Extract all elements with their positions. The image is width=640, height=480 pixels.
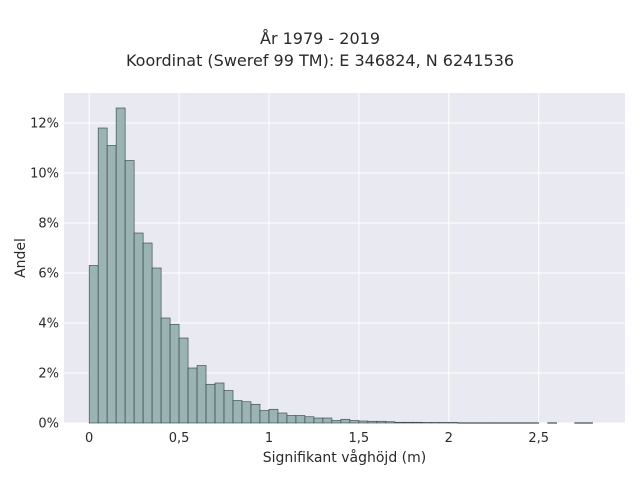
histogram-bar <box>511 422 522 424</box>
y-tick-label: 6% <box>38 267 59 282</box>
x-tick-label: 1,5 <box>349 431 370 446</box>
histogram-bar <box>196 365 207 424</box>
y-axis-label: Andel <box>13 238 29 278</box>
histogram-bar <box>457 422 468 424</box>
histogram-bar <box>115 107 126 424</box>
histogram-bar <box>430 422 441 424</box>
y-tick-labels: 0% 2% 4% 6% 8% 10% 12% <box>30 117 59 432</box>
histogram-bar <box>133 232 144 424</box>
histogram-bar <box>259 410 270 424</box>
histogram-bar <box>340 418 351 424</box>
histogram-bar <box>142 242 153 424</box>
y-tick-label: 4% <box>38 317 59 332</box>
y-tick-label: 10% <box>30 167 59 182</box>
histogram-bar <box>448 422 459 424</box>
x-tick-label: 1 <box>265 431 273 446</box>
histogram-bars <box>88 107 593 424</box>
histogram-bar <box>322 417 333 424</box>
x-tick-labels: 0 0,5 1 1,5 2 2,5 <box>85 431 549 446</box>
histogram-bar <box>223 390 234 424</box>
histogram-bar <box>367 420 378 424</box>
y-tick-label: 8% <box>38 217 59 232</box>
histogram-bar <box>385 421 396 424</box>
chart-title: År 1979 - 2019 <box>260 29 380 48</box>
histogram-bar <box>106 145 117 424</box>
histogram-bar <box>232 400 243 424</box>
histogram-bar <box>97 127 108 424</box>
histogram-bar <box>268 408 279 424</box>
histogram-bar <box>484 422 495 424</box>
histogram-bar <box>502 422 513 424</box>
histogram-bar <box>286 415 297 424</box>
histogram-bar <box>583 422 593 424</box>
histogram-bar <box>439 422 450 424</box>
histogram-bar <box>574 422 584 424</box>
histogram-bar <box>313 417 324 424</box>
histogram-bar <box>205 383 216 424</box>
histogram-bar <box>160 317 171 424</box>
x-axis-label: Signifikant våghöjd (m) <box>263 449 426 466</box>
x-gridlines <box>88 93 540 423</box>
histogram-bar <box>187 367 198 424</box>
x-tick-label: 0 <box>85 431 93 446</box>
histogram-bar <box>304 416 315 424</box>
histogram-bar <box>358 420 369 424</box>
histogram-bar <box>250 403 261 424</box>
y-tick-label: 2% <box>38 367 59 382</box>
histogram-bar <box>421 422 432 424</box>
histogram-bar <box>169 323 180 424</box>
chart-subtitle: Koordinat (Sweref 99 TM): E 346824, N 62… <box>125 51 515 70</box>
histogram-bar <box>349 420 360 424</box>
histogram-bar <box>520 422 531 424</box>
histogram-bar <box>331 420 342 424</box>
x-tick-label: 2 <box>445 431 453 446</box>
histogram-bar <box>376 420 387 424</box>
histogram-bar <box>88 265 99 424</box>
x-tick-label: 2,5 <box>528 431 549 446</box>
x-tick-label: 0,5 <box>169 431 190 446</box>
histogram-bar <box>295 415 306 424</box>
histogram-bar <box>151 267 162 424</box>
histogram-bar <box>277 412 288 424</box>
y-tick-label: 12% <box>30 117 59 132</box>
histogram-bar <box>547 422 557 424</box>
histogram-bar <box>178 337 189 424</box>
histogram-bar <box>403 421 414 424</box>
histogram-bar <box>394 421 405 424</box>
histogram-bar <box>241 401 252 424</box>
histogram-bar <box>412 421 423 424</box>
histogram-bar <box>493 422 504 424</box>
histogram-bar <box>466 422 477 424</box>
histogram-bar <box>475 422 486 424</box>
histogram-bar <box>124 160 135 424</box>
histogram-bar <box>529 422 539 424</box>
histogram-bar <box>214 382 225 424</box>
y-tick-label: 0% <box>38 417 59 432</box>
